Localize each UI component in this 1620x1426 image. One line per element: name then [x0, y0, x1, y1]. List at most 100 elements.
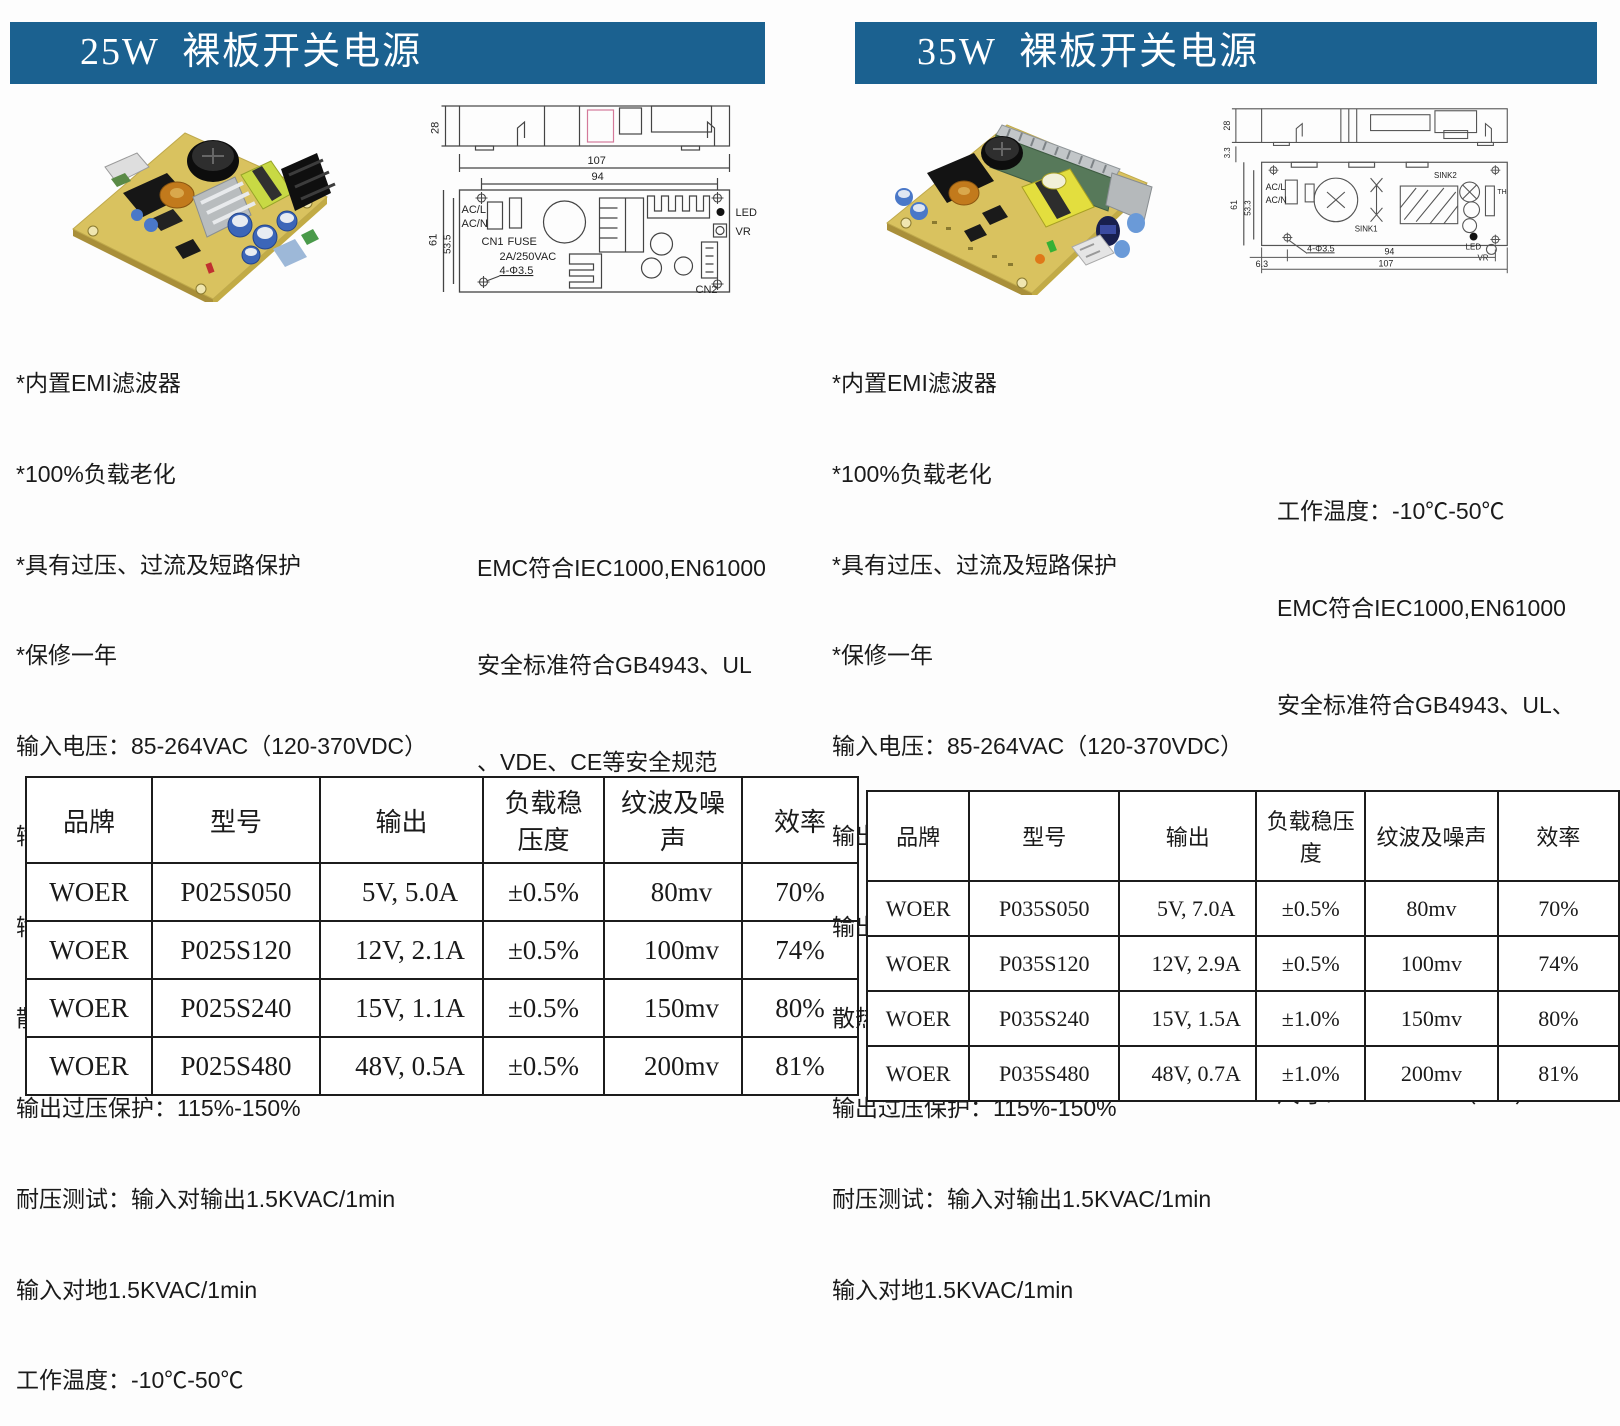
dim-53-3: 53.3	[1244, 200, 1253, 216]
connector-slots	[1079, 243, 1101, 258]
dim-61: 61	[428, 234, 440, 246]
dimension-drawing-25w: 28 107 94 61 53.5 LED VR AC/L AC/N CN1 F…	[428, 105, 757, 296]
cell-efficiency: 70%	[741, 862, 859, 922]
dim-28: 28	[430, 122, 442, 134]
mount-holes	[475, 192, 724, 290]
cell-model: P035S240	[968, 990, 1121, 1047]
cell-efficiency: 74%	[741, 920, 859, 980]
col-header-efficiency: 效率	[1496, 790, 1620, 882]
cell-efficiency: 81%	[741, 1036, 859, 1096]
cell-brand: WOER	[25, 978, 153, 1038]
input-connector	[104, 152, 150, 184]
feature-line: *保修一年	[832, 642, 933, 669]
output-capacitors	[131, 209, 298, 265]
heatsink2-outline	[568, 253, 603, 289]
cell-brand: WOER	[865, 1045, 971, 1102]
col-header-ripple: 纹波及噪声	[603, 776, 743, 864]
col-header-load-reg: 负载稳压度	[482, 776, 605, 864]
cell-output: 48V, 0.5A	[319, 1036, 484, 1096]
cell-brand: WOER	[865, 990, 971, 1047]
feature-line: *内置EMI滤波器	[832, 370, 997, 397]
pcb-edge	[73, 229, 213, 302]
th-label: TH	[1497, 189, 1506, 196]
cell-model: P025S480	[151, 1036, 321, 1096]
cell-efficiency: 81%	[1496, 1045, 1620, 1102]
cell-output: 5V, 5.0A	[319, 862, 484, 922]
heatsink-outline	[646, 195, 711, 219]
spec-table-25w: 品牌 型号 输出 负载稳压度 纹波及噪声 效率 WOER P025S050 5V…	[25, 776, 859, 1096]
feature-line: 输入对地1.5KVAC/1min	[832, 1276, 1074, 1303]
fuse-outline	[508, 197, 523, 229]
cell-load-reg: ±0.5%	[482, 1036, 605, 1096]
cell-load-reg: ±0.5%	[1255, 880, 1367, 937]
col-header-model: 型号	[968, 790, 1121, 882]
capacitor-vent	[202, 148, 224, 164]
sink1-label: SINK1	[1355, 225, 1378, 234]
feature-line: 耐压测试：输入对输出1.5KVAC/1min	[832, 1185, 1212, 1212]
table-row: WOER P035S480 48V, 0.7A ±1.0% 200mv 81%	[865, 1045, 1620, 1102]
black-component	[964, 224, 987, 242]
cn2-label: CN2	[696, 284, 718, 296]
cell-ripple: 200mv	[1364, 1045, 1499, 1102]
cell-brand: WOER	[25, 1036, 153, 1096]
col-header-output: 输出	[1118, 790, 1258, 882]
info-line: 安全标准符合GB4943、UL	[477, 652, 752, 679]
black-component	[982, 205, 1008, 225]
capacitor-outline	[542, 200, 587, 244]
mount-hole	[900, 217, 912, 229]
heatsink-fins	[200, 181, 256, 225]
info-line: EMC符合IEC1000,EN61000	[477, 554, 766, 581]
cell-load-reg: ±1.0%	[1255, 1045, 1367, 1102]
cn1-connector	[1284, 179, 1298, 205]
feature-line: 输入对地1.5KVAC/1min	[16, 1276, 258, 1303]
cell-model: P035S050	[968, 880, 1121, 937]
table-row: WOER P025S240 15V, 1.1A ±0.5% 150mv 80%	[25, 978, 859, 1038]
capacitor-outline	[1313, 177, 1359, 223]
cell-efficiency: 70%	[1496, 880, 1620, 937]
table-row: WOER P025S120 12V, 2.1A ±0.5% 100mv 74%	[25, 920, 859, 980]
cell-brand: WOER	[25, 862, 153, 922]
dim-94: 94	[1384, 246, 1394, 256]
dim-107: 107	[588, 155, 606, 167]
table-row: WOER P035S240 15V, 1.5A ±1.0% 150mv 80%	[865, 990, 1620, 1047]
cell-model: P025S120	[151, 920, 321, 980]
cell-model: P035S480	[968, 1045, 1121, 1102]
cell-brand: WOER	[25, 920, 153, 980]
info-line: 、VDE、CE等安全规范	[477, 749, 718, 776]
info-line: 工作温度：-10℃-50℃	[1277, 497, 1505, 524]
led-dot	[716, 208, 725, 216]
side-view-outline	[458, 105, 731, 147]
mount-hole	[195, 283, 207, 295]
cell-output: 48V, 0.7A	[1118, 1045, 1258, 1102]
cell-efficiency: 80%	[741, 978, 859, 1038]
fuse-label: FUSE	[508, 236, 537, 248]
cell-model: P035S120	[968, 935, 1121, 992]
section-title-35w: 35W 裸板开关电源	[855, 22, 1597, 84]
fuse-outline	[1304, 183, 1315, 203]
vr-label: VR	[736, 226, 751, 238]
transformer-band	[252, 166, 282, 201]
table-row: WOER P035S050 5V, 7.0A ±0.5% 80mv 70%	[865, 880, 1620, 937]
feature-line: 耐压测试：输入对输出1.5KVAC/1min	[16, 1185, 396, 1212]
dim-61: 61	[1229, 200, 1239, 210]
feature-line: *具有过压、过流及短路保护	[16, 551, 301, 578]
dim-28: 28	[1222, 121, 1232, 131]
solder-pads	[932, 221, 1013, 266]
cell-ripple: 150mv	[1364, 990, 1499, 1047]
th-outline	[1484, 185, 1495, 217]
feature-line: *100%负载老化	[832, 461, 992, 488]
hatched-transformer	[1399, 185, 1459, 225]
board-outline	[1261, 161, 1508, 247]
vr-outline	[1485, 243, 1497, 255]
cell-ripple: 100mv	[1364, 935, 1499, 992]
cell-load-reg: ±0.5%	[482, 862, 605, 922]
acn-label: AC/N	[1266, 195, 1287, 205]
orange-component	[1035, 254, 1045, 264]
col-header-output: 输出	[319, 776, 484, 864]
feature-line: *保修一年	[16, 642, 117, 669]
col-header-brand: 品牌	[25, 776, 153, 864]
dim-53-5: 53.5	[443, 234, 454, 254]
cell-ripple: 80mv	[1364, 880, 1499, 937]
sink2-label: SINK2	[1434, 171, 1457, 180]
product-photo-35w	[886, 124, 1153, 295]
